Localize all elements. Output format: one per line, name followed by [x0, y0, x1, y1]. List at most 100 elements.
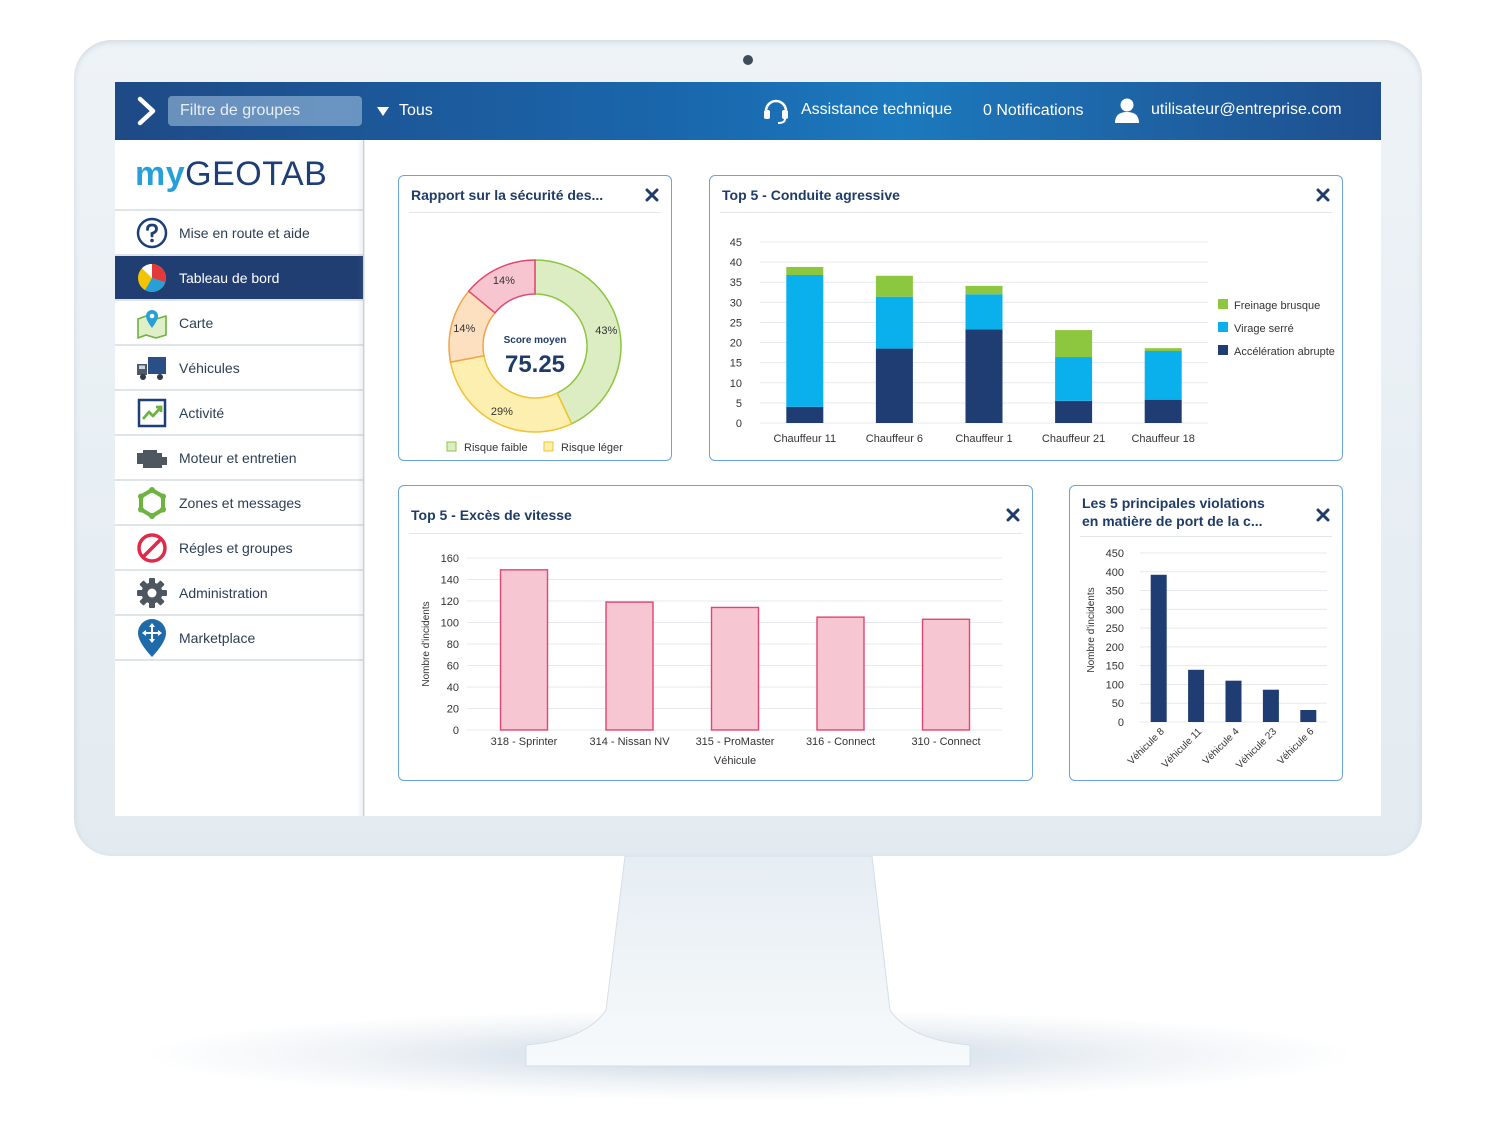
y-tick-label: 30 [730, 297, 742, 309]
y-tick-label: 20 [730, 338, 742, 350]
sidebar-item-label: Tableau de bord [179, 269, 280, 286]
card-divider [409, 212, 661, 213]
sidebar-item-rules[interactable]: Régles et groupes [115, 526, 363, 571]
y-tick-label: 60 [447, 661, 459, 673]
bar-segment [875, 296, 913, 349]
x-tick-label: Chauffeur 21 [1042, 433, 1105, 445]
legend-swatch [1218, 299, 1228, 309]
y-tick-label: 400 [1106, 567, 1124, 579]
sidebar-item-activity[interactable]: Activité [115, 391, 363, 436]
pie-chart-icon [135, 261, 169, 295]
sidebar-item-vehicles[interactable]: Véhicules [115, 346, 363, 391]
sidebar-item-label: Zones et messages [179, 494, 302, 511]
y-tick-label: 160 [441, 553, 459, 565]
marketplace-pin-icon [135, 618, 169, 657]
x-tick-label: 318 - Sprinter [491, 736, 558, 748]
truck-icon [135, 351, 169, 385]
y-tick-label: 45 [730, 237, 742, 249]
bar [710, 606, 760, 731]
card-title: Top 5 - Excès de vitesse [411, 507, 572, 523]
sidebar-item-label: Carte [179, 314, 214, 331]
notifications-button[interactable]: 0 Notifications [983, 102, 1084, 119]
card-title-line-1: Les 5 principales violations [1082, 495, 1265, 511]
bar-segment [875, 348, 913, 423]
y-tick-label: 140 [441, 575, 459, 587]
user-menu[interactable]: utilisateur@entreprise.com [1113, 96, 1342, 124]
sidebar-item-marketplace[interactable]: Marketplace [115, 616, 363, 661]
sidebar-item-engine[interactable]: Moteur et entretien [115, 436, 363, 481]
x-tick-label: 310 - Connect [911, 736, 980, 748]
legend-swatch [446, 441, 457, 452]
y-tick-label: 120 [441, 596, 459, 608]
sidebar-item-dashboard[interactable]: Tableau de bord [115, 256, 363, 301]
bar-segment [1144, 348, 1182, 352]
sidebar-item-getting-started[interactable]: Mise en route et aide [115, 211, 363, 256]
y-tick-label: 25 [730, 317, 742, 329]
donut-slice-label: 14% [493, 275, 515, 287]
legend-swatch [1218, 322, 1228, 332]
y-tick-label: 10 [730, 378, 742, 390]
x-tick-label: 316 - Connect [806, 736, 875, 748]
bar-segment [1144, 351, 1182, 400]
donut-slice-label: 43% [595, 325, 617, 337]
bar [1150, 574, 1167, 722]
y-tick-label: 15 [730, 358, 742, 370]
sidebar-item-map[interactable]: Carte [115, 301, 363, 346]
sidebar-item-label: Activité [179, 404, 225, 421]
user-email: utilisateur@entreprise.com [1151, 101, 1342, 118]
y-tick-label: 0 [1118, 717, 1124, 729]
bar [1188, 669, 1205, 722]
y-tick-label: 5 [736, 398, 742, 410]
x-tick-label: 314 - Nissan NV [589, 736, 670, 748]
menu-chevron-icon[interactable] [135, 96, 159, 126]
bar [1225, 680, 1242, 722]
screen: Tous Assistance technique 0 Notification… [115, 82, 1381, 816]
card-divider [1080, 536, 1332, 537]
support-button[interactable]: Assistance technique [763, 96, 952, 124]
group-filter-input[interactable] [168, 96, 362, 126]
gear-icon [135, 576, 169, 610]
dashboard-main: Rapport sur la sécurité des... 43% 29% 14%… [365, 140, 1381, 816]
bar-segment [786, 274, 824, 407]
close-icon[interactable] [1006, 508, 1020, 522]
sidebar-item-administration[interactable]: Administration [115, 571, 363, 616]
mygeotab-logo[interactable]: myGEOTAB [135, 155, 328, 193]
bar [816, 616, 865, 731]
y-tick-label: 100 [1106, 679, 1124, 691]
y-axis-label: Nombre d'incidents [421, 601, 432, 686]
close-icon[interactable] [1316, 508, 1330, 522]
help-circle-icon [135, 216, 169, 250]
donut-slice-label: 29% [491, 406, 513, 418]
headset-icon [764, 99, 788, 124]
close-icon[interactable] [645, 188, 659, 202]
safety-report-card: Rapport sur la sécurité des... 43% 29% 14%… [398, 175, 672, 461]
x-tick-label: Chauffeur 18 [1131, 433, 1194, 445]
sidebar-item-label: Régles et groupes [179, 539, 293, 556]
close-icon[interactable] [1316, 188, 1330, 202]
donut-slice [467, 259, 536, 314]
sidebar-item-zones[interactable]: Zones et messages [115, 481, 363, 526]
caret-down-icon [377, 106, 389, 116]
bar-segment [1055, 330, 1093, 358]
group-dropdown[interactable]: Tous [377, 100, 433, 122]
card-divider [409, 533, 1022, 534]
sidebar: myGEOTAB Mise en route et aide Tableau d… [115, 140, 364, 816]
legend-swatch [543, 441, 554, 452]
legend-label: Freinage brusque [1234, 300, 1320, 312]
y-tick-label: 100 [441, 618, 459, 630]
bar [1262, 689, 1279, 722]
seatbelt-violations-card: Les 5 principales violations en matière … [1069, 485, 1343, 781]
legend-label: Risque léger [561, 442, 623, 454]
sidebar-item-label: Administration [179, 584, 268, 601]
x-tick-label: 315 - ProMaster [696, 736, 775, 748]
card-title: Les 5 principales violations en matière … [1082, 494, 1265, 530]
x-tick-label: Véhicule 11 [1160, 726, 1205, 771]
card-title: Rapport sur la sécurité des... [411, 187, 604, 203]
speeding-chart: 0 20 40 60 80 100 120 140 160 318 - Sprinter 314 -… [421, 553, 1002, 767]
bar [921, 618, 971, 731]
sidebar-item-label: Moteur et entretien [179, 449, 297, 466]
top-bar: Tous Assistance technique 0 Notification… [115, 82, 1381, 140]
card-title-line-2: en matière de port de la c... [1082, 513, 1263, 529]
